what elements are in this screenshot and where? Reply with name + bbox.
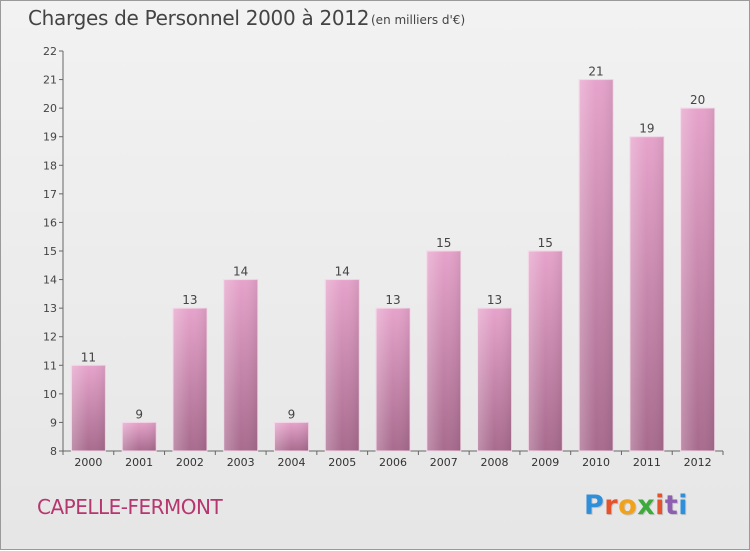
- proxiti-logo: Proxiti: [584, 490, 688, 521]
- logo-letter: t: [664, 490, 679, 521]
- x-tick-label: 2008: [481, 456, 509, 469]
- data-label: 15: [538, 236, 553, 250]
- bars: [70, 79, 716, 452]
- logo-letter: i: [655, 490, 665, 521]
- x-tick-label: 2007: [430, 456, 458, 469]
- chart-subtitle: (en milliers d'€): [371, 13, 466, 27]
- bar-shine: [325, 279, 360, 451]
- logo-letter: r: [604, 490, 619, 521]
- data-label: 9: [288, 407, 296, 421]
- x-tick-label: 2005: [328, 456, 356, 469]
- y-tick-label: 22: [43, 45, 57, 58]
- bar-shine: [528, 251, 563, 451]
- x-tick-label: 2003: [227, 456, 255, 469]
- data-label: 11: [81, 350, 96, 364]
- y-tick-label: 17: [43, 188, 57, 201]
- logo-letter: o: [618, 490, 638, 521]
- data-label: 13: [385, 293, 400, 307]
- logo-letter: i: [678, 490, 689, 521]
- data-label: 15: [436, 236, 451, 250]
- bar-shine: [629, 136, 664, 451]
- data-label: 21: [588, 65, 603, 79]
- x-tick-label: 2012: [684, 456, 712, 469]
- data-label: 13: [182, 293, 197, 307]
- y-tick-label: 15: [43, 245, 57, 258]
- logo-letter: x: [637, 490, 656, 521]
- y-tick-label: 8: [50, 445, 57, 458]
- y-tick-label: 19: [43, 131, 57, 144]
- bar-shine: [223, 279, 258, 451]
- data-label: 19: [639, 122, 654, 136]
- y-tick-label: 11: [43, 359, 57, 372]
- x-tick-label: 2004: [277, 456, 305, 469]
- bar-shine: [122, 422, 157, 451]
- y-tick-label: 13: [43, 302, 57, 315]
- bar-shine: [477, 308, 512, 451]
- x-tick-label: 2000: [74, 456, 102, 469]
- bar-shine: [579, 79, 614, 452]
- bar-shine: [274, 422, 309, 451]
- data-label: 9: [135, 407, 143, 421]
- data-label: 20: [690, 93, 705, 107]
- y-tick-label: 21: [43, 74, 57, 87]
- x-tick-label: 2002: [176, 456, 204, 469]
- data-labels: 11 9 13 14 9 14 13 15 13 15 21 19 20: [81, 65, 706, 422]
- y-tick-label: 18: [43, 159, 57, 172]
- y-tick-label: 14: [43, 274, 57, 287]
- bar-shine: [376, 308, 410, 451]
- y-tick-label: 20: [43, 102, 57, 115]
- data-label: 14: [233, 265, 248, 279]
- bar-shine: [172, 308, 207, 451]
- data-label: 14: [335, 265, 350, 279]
- x-tick-label: 2006: [379, 456, 407, 469]
- x-tick-label: 2010: [582, 456, 610, 469]
- y-tick-label: 9: [50, 416, 57, 429]
- x-tick-label: 2001: [125, 456, 153, 469]
- y-tick-label: 16: [43, 216, 57, 229]
- bar-shine: [426, 251, 461, 451]
- bar-shine: [680, 108, 715, 452]
- y-tick-label: 10: [43, 388, 57, 401]
- chart-title: Charges de Personnel 2000 à 2012: [28, 6, 370, 30]
- y-tick-label: 12: [43, 331, 57, 344]
- x-tick-label: 2011: [633, 456, 661, 469]
- x-tick-label: 2009: [531, 456, 559, 469]
- axes: 8 9 10 11 12 13 14 15 16 17 18 19 20 21 22 2000 2001 2002…: [43, 45, 724, 469]
- data-label: 13: [487, 293, 502, 307]
- bar-shine: [71, 365, 106, 451]
- commune-name: CAPELLE-FERMONT: [37, 495, 223, 519]
- logo-letter: P: [584, 490, 605, 521]
